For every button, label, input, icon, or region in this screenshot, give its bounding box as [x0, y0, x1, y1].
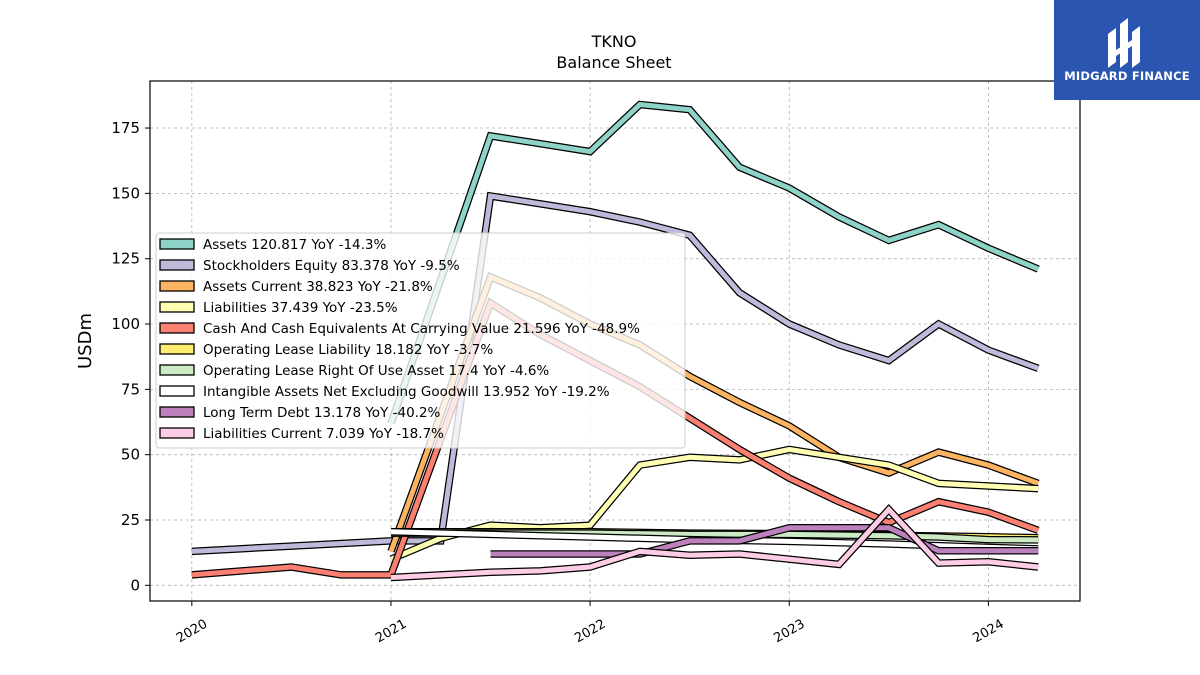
legend-swatch: [159, 406, 195, 418]
x-tick-label: 2024: [971, 617, 1007, 647]
legend-label: Operating Lease Liability 18.182 YoY -3.…: [203, 342, 493, 358]
x-tick-label: 2023: [771, 617, 807, 647]
y-tick-label: 50: [121, 446, 140, 464]
y-tick-label: 100: [111, 315, 140, 333]
brand-name: MIDGARD FINANCE: [1064, 69, 1190, 83]
y-tick-label: 0: [130, 576, 140, 594]
plot-frame: [149, 80, 1081, 602]
brand-logo: MIDGARD FINANCE: [1054, 0, 1200, 100]
legend-label: Intangible Assets Net Excluding Goodwill…: [203, 384, 610, 400]
brand-mark-icon: [1108, 18, 1140, 68]
legend-label: Assets Current 38.823 YoY -21.8%: [203, 279, 433, 295]
y-tick-label: 125: [111, 250, 140, 268]
legend-label: Long Term Debt 13.178 YoY -40.2%: [203, 405, 441, 421]
chart-subtitle: Balance Sheet: [556, 53, 671, 72]
legend-swatch: [159, 238, 195, 250]
legend: Assets 120.817 YoY -14.3% Stockholders Eq…: [155, 232, 686, 449]
legend-swatch: [159, 364, 195, 376]
legend-swatch: [159, 301, 195, 313]
legend-swatch: [159, 385, 195, 397]
legend-label: Cash And Cash Equivalents At Carrying Va…: [203, 321, 640, 337]
legend-label: Operating Lease Right Of Use Asset 17.4 …: [203, 363, 549, 379]
y-tick-label: 175: [111, 119, 140, 137]
x-tick-label: 2020: [174, 617, 210, 647]
series-line: [390, 446, 1039, 562]
x-tick-label: 2021: [373, 617, 409, 647]
series-line: [191, 193, 1040, 554]
y-axis-label: USDm: [75, 313, 96, 369]
series-line: [388, 101, 1040, 425]
legend-swatch: [159, 280, 195, 292]
x-tick-label: 2022: [572, 617, 608, 647]
legend-swatch: [159, 427, 195, 439]
legend-swatch: [159, 322, 195, 334]
legend-label: Liabilities Current 7.039 YoY -18.7%: [203, 426, 444, 442]
legend-label: Assets 120.817 YoY -14.3%: [203, 237, 387, 253]
legend-label: Stockholders Equity 83.378 YoY -9.5%: [203, 258, 460, 274]
chart-title: TKNO: [591, 32, 637, 51]
legend-label: Liabilities 37.439 YoY -23.5%: [203, 300, 398, 316]
y-tick-label: 150: [111, 184, 140, 202]
legend-swatch: [159, 259, 195, 271]
legend-swatch: [159, 343, 195, 355]
series-line: [390, 505, 1039, 580]
legend-box: [155, 232, 686, 449]
y-tick-label: 75: [121, 380, 140, 398]
y-tick-label: 25: [121, 511, 140, 529]
